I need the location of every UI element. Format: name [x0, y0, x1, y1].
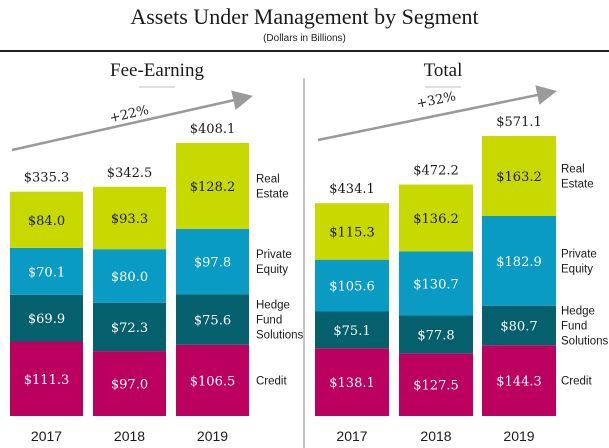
bar-value-label: $80.0 — [111, 270, 148, 285]
bar-value-label: $144.3 — [496, 375, 542, 390]
bar-segment — [176, 143, 249, 229]
bar-value-label: $127.5 — [413, 379, 459, 394]
bar-value-label: $97.8 — [194, 256, 231, 271]
bar-segment — [482, 216, 556, 306]
bar-segment — [10, 247, 83, 295]
x-tick-label: 2018 — [420, 428, 451, 444]
bar-segment — [93, 249, 166, 303]
bar-value-label: $136.2 — [413, 212, 459, 227]
bar-segment — [93, 302, 166, 352]
bar-total-label: $472.2 — [413, 164, 459, 179]
bar-segment — [399, 315, 473, 354]
bar-value-label: $80.7 — [500, 320, 537, 335]
bar-total-label: $434.1 — [329, 182, 375, 197]
bar-value-label: $77.8 — [417, 328, 454, 343]
growth-arrow — [317, 85, 557, 142]
page-subtitle: (Dollars in Billions) — [263, 33, 346, 44]
bar-value-label: $75.6 — [194, 314, 231, 329]
bar-total-label: $342.5 — [107, 166, 153, 181]
bar-total-label: $408.1 — [190, 122, 236, 137]
growth-arrow — [11, 90, 253, 152]
bar-segment — [315, 259, 389, 312]
bar-value-label: $93.3 — [111, 212, 148, 227]
bar-value-label: $128.2 — [190, 180, 236, 195]
panel-title: Fee-Earning — [110, 60, 204, 81]
bar-value-label: $115.3 — [329, 225, 375, 240]
bar-value-label: $97.0 — [111, 378, 148, 393]
legend-label: Solutions — [256, 330, 304, 342]
bar-segment — [10, 294, 83, 342]
legend-label: Estate — [561, 179, 594, 191]
bar-segment — [399, 353, 473, 416]
bar-value-label: $163.2 — [496, 170, 542, 185]
legend-label: Solutions — [561, 336, 609, 348]
bar-segment — [93, 186, 166, 250]
title-divider — [0, 50, 609, 52]
bar-value-label: $106.5 — [190, 374, 236, 389]
bar-value-label: $70.1 — [28, 265, 65, 280]
page-title: Assets Under Management by Segment — [130, 4, 479, 29]
bar-segment — [315, 311, 389, 349]
legend-label: Hedge — [256, 300, 290, 312]
bar-segment — [93, 351, 166, 416]
bar-segment — [399, 251, 473, 316]
legend-label: Credit — [256, 375, 287, 387]
x-tick-label: 2019 — [503, 428, 534, 444]
bar-value-label: $84.0 — [28, 214, 65, 229]
bar-segment — [399, 184, 473, 252]
bar-value-label: $138.1 — [329, 376, 375, 391]
bar-value-label: $105.6 — [329, 280, 375, 295]
bar-total-label: $571.1 — [496, 115, 542, 130]
legend-label: Private — [561, 248, 597, 260]
bar-value-label: $69.9 — [28, 312, 65, 327]
legend-label: Credit — [561, 376, 592, 388]
legend-label: Fund — [256, 315, 282, 327]
bar-value-label: $130.7 — [413, 277, 459, 292]
legend-label: Hedge — [561, 306, 595, 318]
legend-label: Private — [256, 249, 292, 261]
bar-segment — [176, 344, 249, 416]
legend-label: Equity — [256, 264, 288, 276]
legend-label: Real — [561, 164, 585, 176]
bar-value-label: $111.3 — [24, 373, 70, 388]
bar-value-label: $75.1 — [333, 324, 370, 339]
x-tick-label: 2018 — [114, 428, 145, 444]
x-tick-label: 2019 — [197, 428, 228, 444]
bar-value-label: $72.3 — [111, 321, 148, 336]
x-tick-label: 2017 — [336, 428, 367, 444]
bar-segment — [176, 294, 249, 345]
bar-segment — [10, 191, 83, 248]
bar-value-label: $182.9 — [496, 255, 542, 270]
legend-label: Equity — [561, 263, 593, 275]
bar-segment — [10, 341, 83, 416]
bar-total-label: $335.3 — [24, 171, 70, 186]
bar-segment — [176, 228, 249, 295]
bar-segment — [482, 136, 556, 216]
bar-segment — [482, 345, 556, 416]
legend-label: Estate — [256, 188, 289, 200]
legend-label: Real — [256, 173, 280, 185]
panel-title: Total — [424, 60, 463, 81]
legend-label: Fund — [561, 321, 587, 333]
bar-segment — [482, 305, 556, 346]
bar-segment — [315, 203, 389, 260]
growth-annotation: +32% — [415, 89, 457, 112]
x-tick-label: 2017 — [31, 428, 62, 444]
bar-segment — [315, 348, 389, 416]
